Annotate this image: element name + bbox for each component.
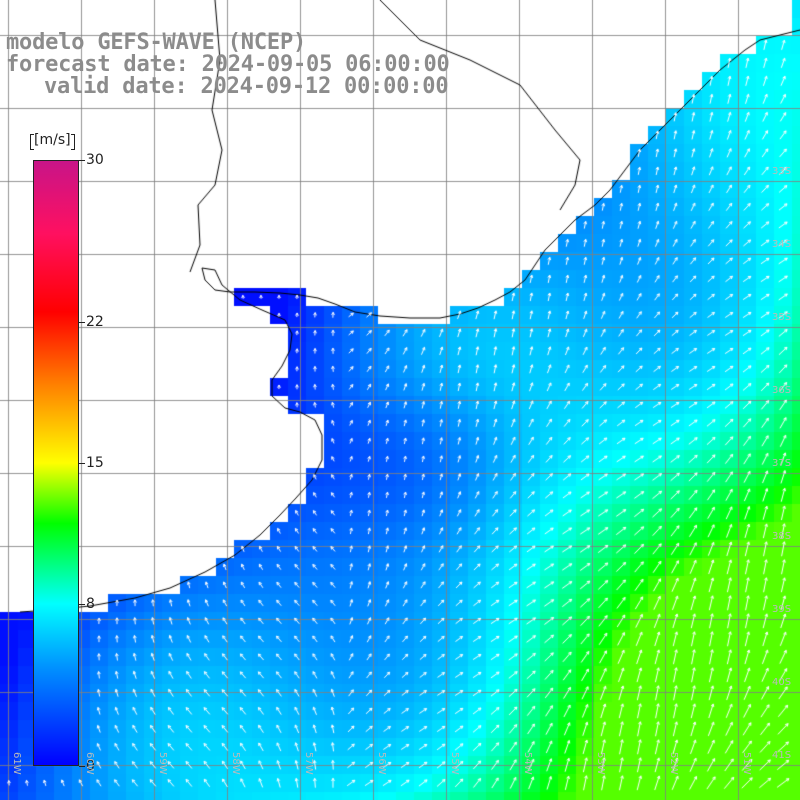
colorbar-tick-label: 8: [86, 596, 95, 613]
colorbar-tick-label: 30: [86, 152, 104, 168]
longitude-label: 57W: [303, 752, 314, 775]
colorbar-tick-mark: [79, 766, 85, 767]
latitude-label: 41S: [772, 750, 792, 761]
latitude-label: 38S: [772, 531, 792, 542]
longitude-label: 56W: [376, 752, 387, 775]
longitude-label: 53W: [595, 752, 606, 775]
latitude-label: 34S: [772, 239, 792, 250]
colorbar-tick-mark: [79, 463, 85, 464]
longitude-label: 60W: [84, 752, 95, 775]
colorbar-tick-mark: [79, 321, 85, 323]
latitude-label: 33S: [772, 166, 792, 177]
colorbar-tick-mark: [79, 604, 85, 606]
colorbar-unit: [m/s]: [30, 132, 75, 150]
longitude-label: 55W: [449, 752, 460, 775]
latitude-label: 40S: [772, 677, 792, 688]
longitude-label: 54W: [522, 752, 533, 775]
longitude-label: 59W: [157, 752, 168, 775]
colorbar-tick-label: 15: [86, 455, 104, 471]
longitude-label: 51W: [741, 752, 752, 775]
colorbar-tick-label: 0: [86, 758, 95, 774]
colorbar-tick-label: 22: [86, 313, 104, 330]
longitude-label: 52W: [668, 752, 679, 775]
latitude-label: 39S: [772, 604, 792, 615]
latitude-label: 37S: [772, 458, 792, 469]
valid-date: valid date: 2024-09-12 00:00:00: [44, 74, 449, 99]
longitude-label: 61W: [11, 752, 22, 775]
latitude-label: 35S: [772, 312, 792, 323]
latitude-label: 36S: [772, 385, 792, 396]
model-title: modelo GEFS-WAVE (NCEP): [6, 30, 307, 55]
colorbar: [33, 160, 79, 766]
colorbar-tick-mark: [79, 160, 85, 161]
forecast-date: forecast date: 2024-09-05 06:00:00: [6, 52, 450, 77]
longitude-label: 58W: [230, 752, 241, 775]
